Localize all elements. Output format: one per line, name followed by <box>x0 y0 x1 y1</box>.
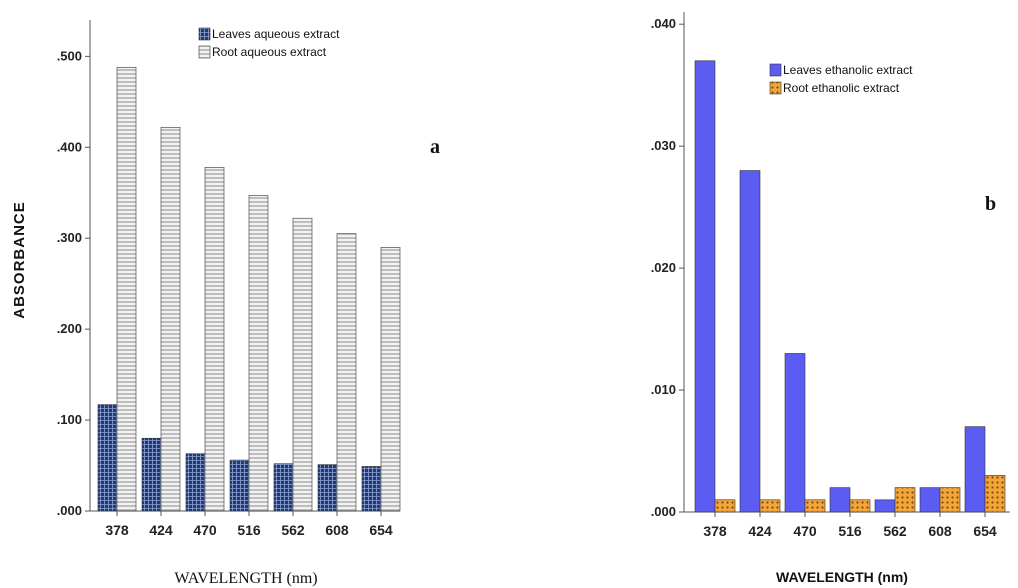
panel-b-plot: .000 .010 .020 .030 .040 378 424 470 516 562 608 65… <box>651 12 1010 539</box>
panel-a-bar-root-608 <box>336 233 357 512</box>
panel-b-legend-label: Root ethanolic extract <box>783 81 900 95</box>
panel-a-bar-root-378 <box>116 66 137 512</box>
panel-a-x-tick-label: 608 <box>325 522 349 538</box>
panel-a-bar-leaves-562 <box>273 463 294 512</box>
panel-b-x-tick-label: 424 <box>748 523 772 539</box>
panel-a-bar-root-470 <box>204 167 225 512</box>
panel-a-y-tick-label: .100 <box>57 412 82 427</box>
panel-b-bar-root-470 <box>804 499 826 513</box>
panel-a-y-tick-label: .500 <box>57 48 82 63</box>
panel-b-letter: b <box>985 193 996 215</box>
panel-a-y-tick-label: .200 <box>57 321 82 336</box>
panel-b-y-tick-label: .040 <box>651 16 676 31</box>
panel-b-bar-leaves-424 <box>739 170 761 513</box>
panel-b-bar-root-562 <box>894 487 916 513</box>
panel-a-x-tick-label: 378 <box>105 522 129 538</box>
panel-b-y-tick-label: .010 <box>651 382 676 397</box>
panel-a-y-tick-label: .400 <box>57 139 82 154</box>
panel-a-bar-root-562 <box>292 217 313 512</box>
panel-b-x-label: WAVELENGTH (nm) <box>776 569 908 585</box>
panel-a-x-tick-label: 654 <box>369 522 393 538</box>
panel-b-bar-leaves-608 <box>919 487 941 513</box>
panel-a-legend-label: Root aqueous extract <box>212 45 327 59</box>
panel-b-y-tick-label: .000 <box>651 504 676 519</box>
panel-b-x-tick-label: 516 <box>838 523 862 539</box>
panel-a-x-tick-label: 516 <box>237 522 261 538</box>
panel-a-bar-leaves-378 <box>97 404 118 512</box>
panel-b-legend-swatch <box>769 63 782 77</box>
panel-b-x-tick-label: 608 <box>928 523 952 539</box>
panel-a-bar-leaves-470 <box>185 453 206 512</box>
panel-b-y-tick-label: .030 <box>651 138 676 153</box>
panel-a-legend-swatch <box>198 27 211 41</box>
panel-b-bar-root-424 <box>759 499 781 513</box>
panel-a-x-label: WAVELENGTH (nm) <box>174 570 317 587</box>
panel-b-bar-leaves-470 <box>784 353 806 513</box>
panel-b-x-tick-label: 378 <box>703 523 727 539</box>
panel-a-bar-leaves-608 <box>317 464 338 512</box>
panel-a-x-tick-label: 470 <box>193 522 217 538</box>
panel-a-bar-root-424 <box>160 126 181 512</box>
panel-b-x-tick-label: 562 <box>883 523 907 539</box>
panel-b-legend-label: Leaves ethanolic extract <box>783 63 913 77</box>
panel-a-legend-swatch <box>198 45 211 59</box>
panel-a-bar-root-654 <box>380 247 401 512</box>
panel-a-x-tick-label: 562 <box>281 522 305 538</box>
panel-b-y-tick-label: .020 <box>651 260 676 275</box>
panel-b-bar-root-608 <box>939 487 961 513</box>
panel-b-legend-swatch <box>769 81 782 95</box>
panel-a-legend-label: Leaves aqueous extract <box>212 27 340 41</box>
panel-a-letter: a <box>430 136 440 158</box>
panel-a-bar-root-516 <box>248 195 269 512</box>
panel-b-bar-root-378 <box>714 499 736 513</box>
panel-a-bar-leaves-516 <box>229 459 250 512</box>
panel-b-bar-root-516 <box>849 499 871 513</box>
panel-a-bar-leaves-424 <box>141 437 162 512</box>
panel-a-y-tick-label: .000 <box>57 503 82 518</box>
panel-b-bar-leaves-378 <box>694 60 716 513</box>
panel-b-bar-root-654 <box>984 475 1006 513</box>
panel-b-bar-leaves-516 <box>829 487 851 513</box>
panel-b-x-tick-label: 654 <box>973 523 997 539</box>
panel-b-bar-leaves-562 <box>874 499 896 513</box>
panel-b-x-tick-label: 470 <box>793 523 817 539</box>
panel-a-bar-leaves-654 <box>361 466 382 512</box>
panel-a-plot: .000 .100 .200 .300 .400 .500 378 424 470 516 562 6… <box>57 20 401 538</box>
panel-a-y-tick-label: .300 <box>57 230 82 245</box>
panel-a-y-label: ABSORBANCE <box>11 201 28 319</box>
panel-b-bar-leaves-654 <box>964 426 986 513</box>
panel-a-x-tick-label: 424 <box>149 522 173 538</box>
